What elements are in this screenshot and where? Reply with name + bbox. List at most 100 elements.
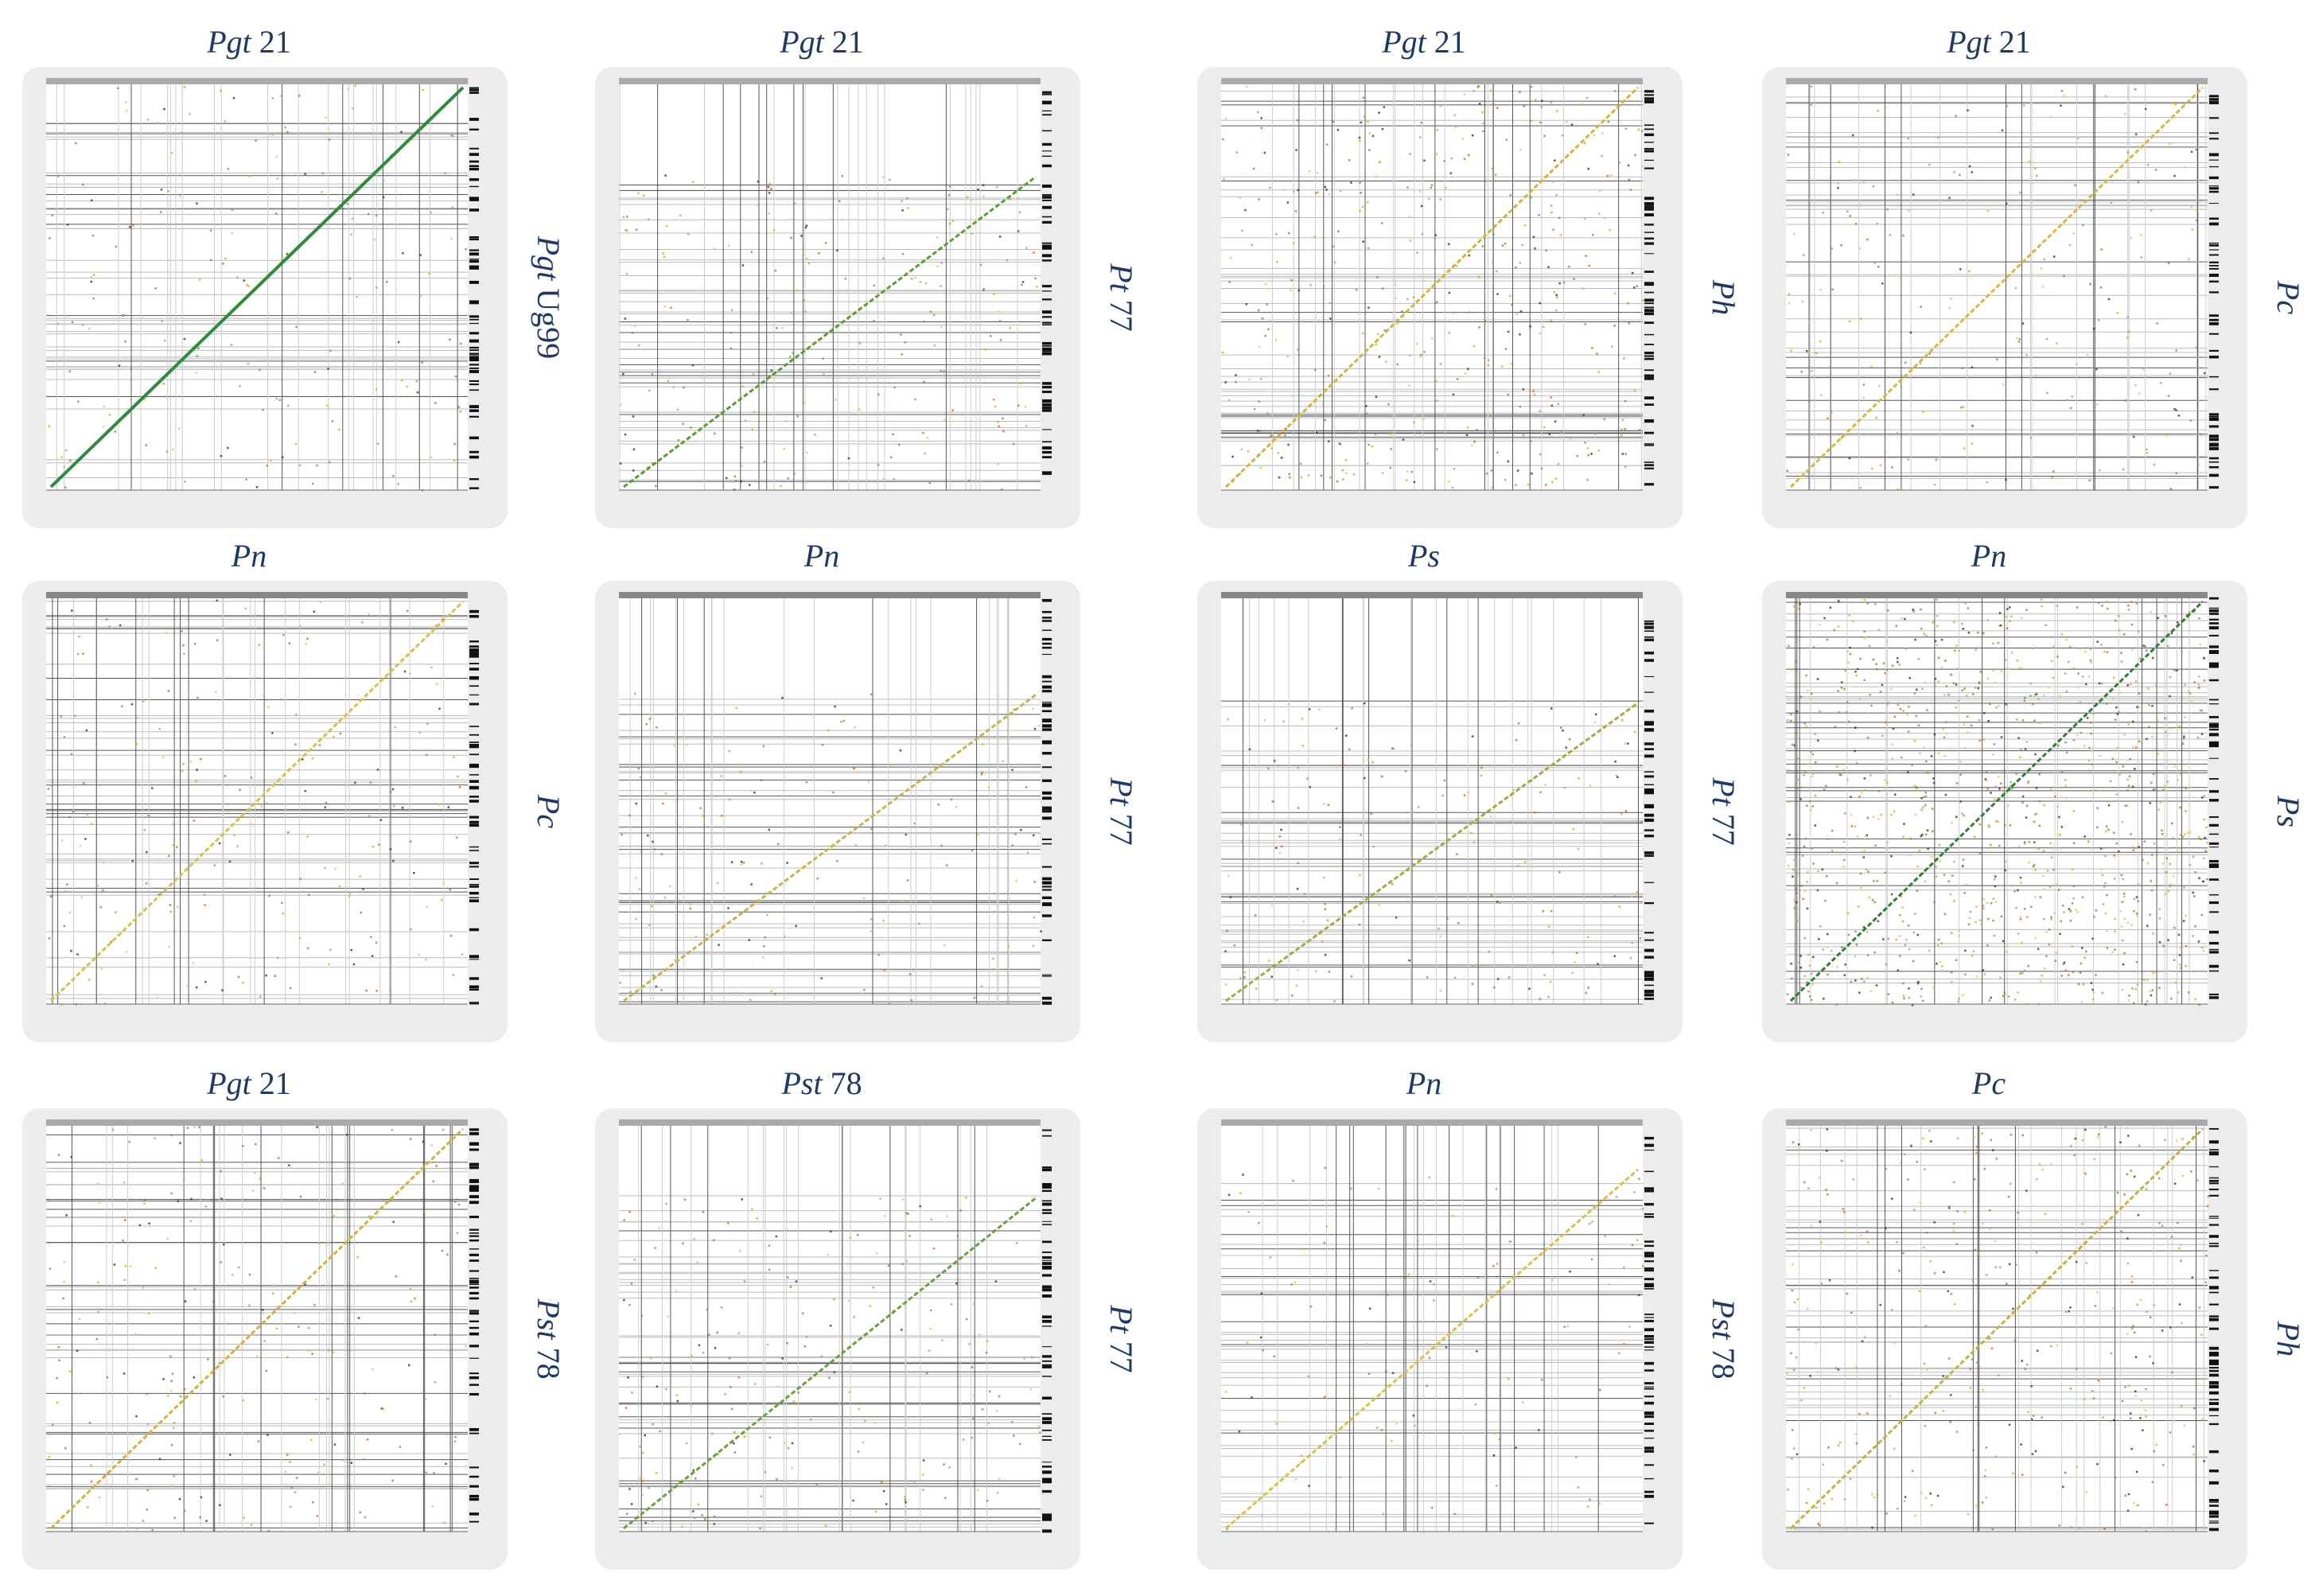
hit-dot	[1517, 865, 1519, 867]
hit-dot	[2157, 617, 2160, 619]
hit-dot	[1473, 90, 1475, 92]
hit-dot	[1299, 462, 1302, 465]
hit-dot	[1805, 349, 1808, 352]
hit-dot	[2050, 1345, 2052, 1348]
hit-dot	[1937, 944, 1939, 947]
hit-dot	[943, 944, 946, 947]
hit-dot	[1278, 476, 1281, 479]
hit-dot	[310, 1438, 313, 1442]
hit-dot	[2086, 353, 2089, 356]
hit-dot	[1548, 433, 1550, 435]
hit-dot	[371, 955, 374, 957]
hit-dot	[2083, 1398, 2086, 1401]
plot-area	[1221, 598, 1643, 1004]
hit-dot	[1446, 917, 1449, 920]
hit-dot	[1804, 770, 1807, 773]
hit-dot	[98, 1496, 101, 1499]
hit-dot	[1627, 302, 1630, 306]
hit-dot	[752, 373, 755, 376]
top-strip	[1786, 1119, 2208, 1126]
hit-dot	[2010, 652, 2013, 654]
hit-dot	[1539, 302, 1542, 305]
hit-dot	[1873, 262, 1876, 264]
hit-dot	[739, 1250, 741, 1252]
hit-dot	[286, 1454, 289, 1456]
hit-dot	[784, 419, 788, 422]
hit-dot	[1323, 1241, 1326, 1244]
hit-dot	[156, 996, 159, 999]
hit-dot	[1994, 901, 1997, 903]
hit-dot	[1967, 632, 1971, 634]
hit-dot	[441, 899, 443, 901]
hit-dot	[971, 1366, 974, 1368]
hit-dot	[271, 97, 274, 99]
hit-dot	[449, 934, 453, 937]
hit-dot	[135, 1415, 138, 1418]
hit-dot	[1378, 161, 1381, 164]
hit-dot	[858, 342, 862, 345]
hit-dot	[1893, 1341, 1896, 1345]
hit-dot	[1827, 1446, 1830, 1449]
hit-dot	[1944, 660, 1947, 662]
hit-dot	[1409, 153, 1411, 155]
hit-dot	[1624, 465, 1627, 468]
hit-dot	[2079, 1528, 2081, 1531]
hit-dot	[275, 1327, 278, 1329]
hit-dot	[1247, 450, 1250, 453]
hit-dot	[272, 1292, 274, 1294]
hit-dot	[1260, 377, 1262, 380]
hit-dot	[2115, 842, 2118, 845]
hit-dot	[793, 473, 796, 475]
hit-dot	[879, 1197, 881, 1200]
top-label-species: Pn	[231, 538, 267, 574]
hit-dot	[1871, 366, 1873, 369]
hit-dot	[789, 1286, 792, 1288]
hit-dot	[2152, 773, 2155, 775]
hit-dot	[424, 1398, 426, 1401]
hit-dot	[841, 1337, 843, 1339]
hit-dot	[1539, 453, 1542, 456]
hit-dot	[2076, 734, 2079, 737]
hit-dot	[691, 1354, 693, 1357]
hit-dot	[1835, 1003, 1838, 1006]
hit-dot	[2179, 806, 2181, 809]
hit-dot	[1787, 154, 1790, 156]
top-label: Pn	[231, 538, 267, 574]
hit-dot	[1496, 901, 1499, 903]
hit-dot	[313, 1303, 316, 1306]
hit-dot	[996, 1492, 999, 1494]
hit-dot	[816, 878, 819, 880]
hit-dot	[1854, 1433, 1857, 1436]
hit-dot	[415, 380, 418, 383]
hit-dot	[922, 1489, 924, 1491]
hit-dot	[1924, 792, 1927, 794]
hit-dot	[2104, 854, 2107, 858]
hit-dot	[1433, 1299, 1435, 1302]
hit-dot	[1929, 1259, 1932, 1263]
hit-dot	[2044, 624, 2047, 626]
hit-dot	[2102, 903, 2105, 905]
hit-dot	[714, 1515, 716, 1518]
hit-dot	[2009, 606, 2011, 609]
hit-dot	[2203, 818, 2206, 821]
hit-dot	[391, 788, 395, 791]
hit-dot	[182, 644, 185, 647]
hit-dot	[1999, 1266, 2002, 1269]
hit-dot	[2064, 672, 2067, 675]
hit-dot	[2130, 1326, 2134, 1329]
hit-dot	[1324, 1396, 1326, 1398]
top-label-species: Pn	[803, 538, 839, 574]
hit-dot	[362, 1458, 365, 1461]
hit-dot	[870, 827, 873, 831]
hit-dot	[1843, 974, 1846, 976]
hit-dot	[179, 1395, 182, 1398]
hit-dot	[1463, 93, 1466, 95]
hit-dot	[2116, 746, 2118, 749]
hit-dot	[1367, 758, 1369, 761]
hit-dot	[1862, 181, 1865, 184]
hit-dot	[259, 1178, 262, 1180]
hit-dot	[621, 372, 624, 376]
hit-dot	[294, 1491, 297, 1493]
hit-dot	[1523, 224, 1527, 227]
hit-dot	[430, 211, 432, 214]
